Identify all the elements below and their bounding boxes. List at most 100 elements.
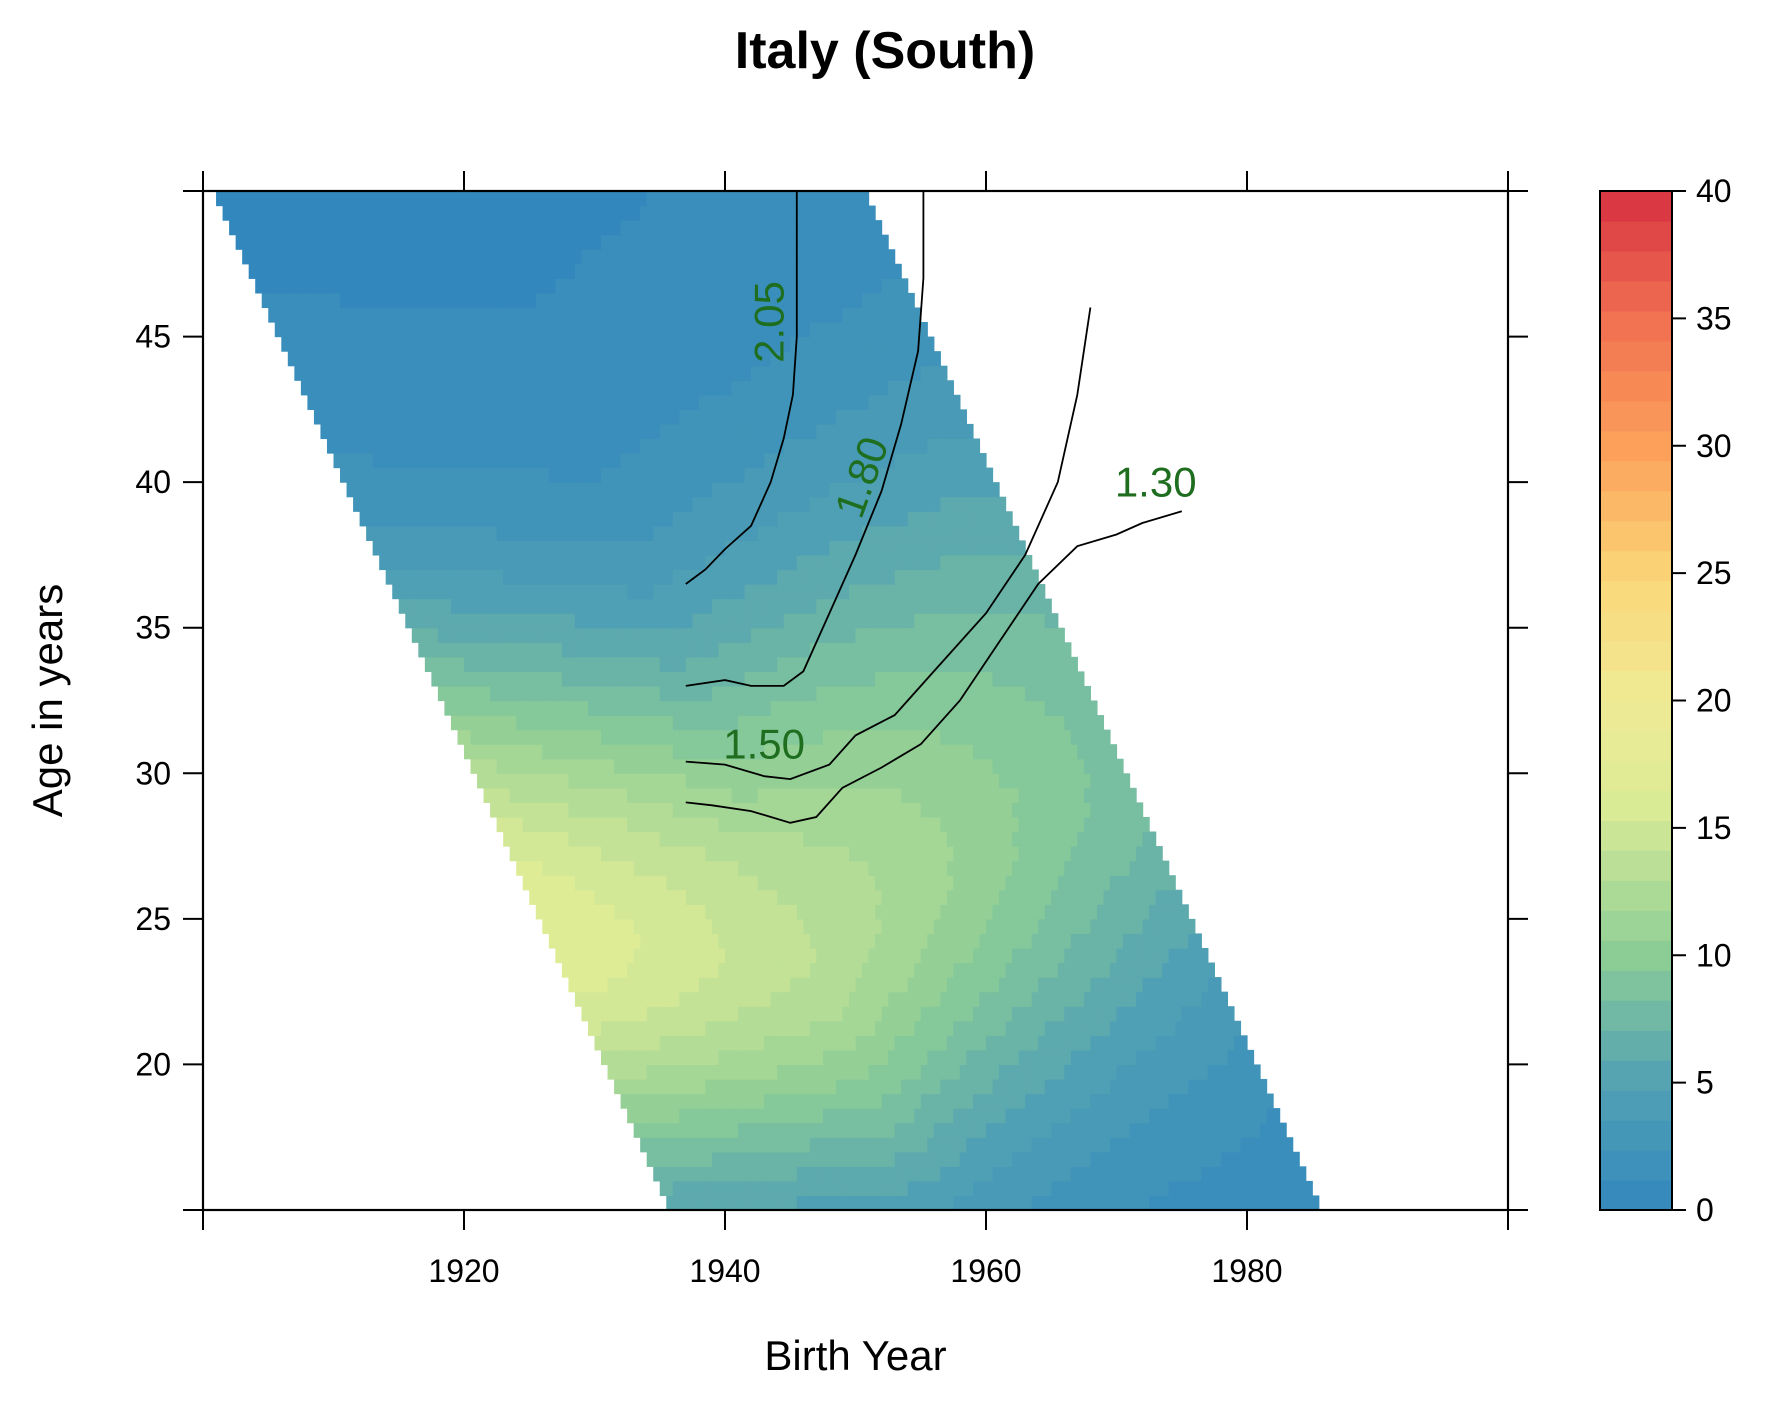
heatmap-cell xyxy=(1149,875,1163,891)
heatmap-cell xyxy=(705,205,720,221)
heatmap-cell xyxy=(920,1035,935,1051)
heatmap-cell xyxy=(418,584,432,600)
heatmap-cell xyxy=(946,918,961,935)
heatmap-cell xyxy=(705,1078,720,1095)
heatmap-cell xyxy=(594,482,609,498)
heatmap-cell xyxy=(744,904,759,920)
heatmap-cell xyxy=(875,816,889,833)
heatmap-cell xyxy=(933,394,948,410)
heatmap-cell xyxy=(999,598,1013,614)
contour-label: 1.30 xyxy=(1115,459,1197,506)
heatmap-cell xyxy=(574,846,589,862)
heatmap-cell xyxy=(307,365,322,381)
colorbar-swatch xyxy=(1600,670,1672,702)
heatmap-cell xyxy=(881,715,896,731)
heatmap-cell xyxy=(483,613,498,629)
heatmap-cell xyxy=(1279,1166,1294,1182)
heatmap-cell xyxy=(816,627,830,643)
heatmap-cell xyxy=(1025,715,1039,731)
heatmap-cell xyxy=(581,453,596,469)
heatmap-cell xyxy=(1044,1195,1059,1211)
heatmap-cell xyxy=(835,1020,850,1036)
heatmap-cell xyxy=(835,904,850,920)
heatmap-cell xyxy=(398,423,413,440)
heatmap-cell xyxy=(855,365,870,381)
heatmap-cell xyxy=(477,744,491,760)
heatmap-cell xyxy=(1051,889,1065,905)
heatmap-cell xyxy=(738,511,752,527)
heatmap-cell xyxy=(881,773,896,789)
heatmap-cell xyxy=(633,744,648,760)
heatmap-cell xyxy=(1247,1093,1261,1109)
heatmap-cell xyxy=(1181,1093,1196,1109)
heatmap-cell xyxy=(770,1195,785,1211)
heatmap-cell xyxy=(1044,1137,1059,1153)
heatmap-cell xyxy=(842,685,857,702)
heatmap-cell xyxy=(757,263,772,279)
heatmap-cell xyxy=(1149,846,1163,862)
heatmap-cell xyxy=(587,1020,602,1036)
heatmap-cell xyxy=(437,569,452,585)
heatmap-cell xyxy=(646,423,661,440)
heatmap-cell xyxy=(620,191,635,207)
heatmap-cell xyxy=(601,1020,615,1036)
heatmap-cell xyxy=(914,438,928,454)
heatmap-cell xyxy=(901,584,915,600)
heatmap-cell xyxy=(692,438,707,454)
heatmap-cell xyxy=(646,685,661,702)
heatmap-cell xyxy=(672,744,687,760)
heatmap-cell xyxy=(646,336,661,352)
heatmap-cell xyxy=(522,322,537,338)
heatmap-cell xyxy=(483,525,498,541)
heatmap-cell xyxy=(751,307,765,323)
heatmap-cell xyxy=(848,263,863,279)
heatmap-cell xyxy=(1044,700,1059,716)
heatmap-cell xyxy=(1031,1137,1046,1153)
heatmap-cell xyxy=(1051,860,1065,876)
heatmap-cell xyxy=(666,787,680,803)
heatmap-cell xyxy=(581,598,596,614)
heatmap-cell xyxy=(718,234,733,250)
heatmap-cell xyxy=(751,365,765,381)
heatmap-cell xyxy=(561,962,576,978)
colorbar-swatch xyxy=(1600,1030,1672,1061)
heatmap-cell xyxy=(816,831,830,847)
heatmap-cell xyxy=(522,758,537,774)
heatmap-cell xyxy=(1214,1137,1229,1153)
heatmap-cell xyxy=(633,1006,648,1022)
heatmap-cell xyxy=(1136,1137,1150,1153)
heatmap-cell xyxy=(601,700,615,716)
heatmap-cell xyxy=(574,380,589,396)
heatmap-cell xyxy=(646,191,661,207)
heatmap-cell xyxy=(607,831,622,847)
heatmap-cell xyxy=(764,511,778,527)
y-tick-label: 20 xyxy=(135,1046,171,1082)
heatmap-cell xyxy=(672,1064,687,1080)
heatmap-cell xyxy=(490,278,504,294)
heatmap-cell xyxy=(542,598,556,614)
heatmap-cell xyxy=(1044,962,1059,978)
heatmap-cell xyxy=(653,584,667,600)
heatmap-cell xyxy=(653,409,667,425)
heatmap-cell xyxy=(659,831,674,847)
heatmap-cell xyxy=(1260,1122,1274,1138)
colorbar-swatch xyxy=(1600,340,1672,372)
heatmap-cell xyxy=(666,671,680,687)
heatmap-cell xyxy=(1051,1093,1065,1109)
heatmap-cell xyxy=(907,831,922,847)
heatmap-cell xyxy=(744,205,759,221)
heatmap-cell xyxy=(620,685,635,702)
heatmap-cell xyxy=(764,860,778,876)
heatmap-cell xyxy=(881,1180,896,1197)
heatmap-cell xyxy=(1181,1064,1196,1080)
heatmap-cell xyxy=(927,933,941,949)
heatmap-cell xyxy=(457,467,472,483)
heatmap-cell xyxy=(574,933,589,949)
heatmap-cell xyxy=(372,249,387,265)
heatmap-cell xyxy=(470,584,485,600)
heatmap-cell xyxy=(809,991,824,1007)
heatmap-cell xyxy=(1103,1093,1118,1109)
heatmap-cell xyxy=(783,1078,798,1095)
heatmap-cell xyxy=(738,627,752,643)
